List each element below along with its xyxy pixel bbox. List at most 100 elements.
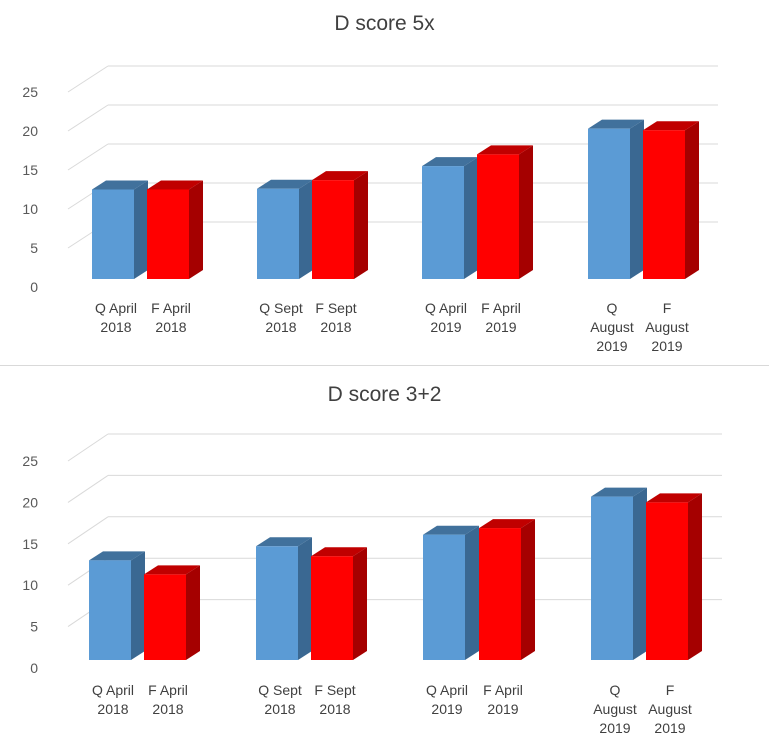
bar [92, 180, 148, 279]
x-tick-label: F April 2019 [483, 682, 523, 717]
bar-top [591, 487, 647, 497]
gridline-diagonal [67, 104, 109, 132]
bar-front [591, 496, 633, 660]
bar-top [257, 179, 313, 189]
y-tick-label: 0 [30, 279, 38, 295]
bar [311, 547, 367, 660]
bar [646, 493, 702, 660]
bar-top [312, 171, 368, 181]
chart-panel-5x: D score 5x 0 5 10 15 20 25 Q April 2018 F April 2… [0, 0, 769, 366]
x-tick-label: Q August 2019 [593, 682, 637, 736]
bar-top [588, 119, 644, 129]
gridline-diagonal [67, 516, 109, 545]
bar-front [89, 560, 131, 660]
bar-front [479, 528, 521, 660]
bar-side [131, 551, 145, 660]
bar-front [257, 188, 299, 279]
bar-top [147, 180, 203, 190]
chart-title: D score 5x [334, 12, 435, 35]
gridline-diagonal [67, 433, 109, 462]
x-tick-label: F Sept 2018 [315, 300, 356, 335]
bar-top [144, 565, 200, 575]
bar-side [354, 171, 368, 279]
x-tick-label: Q August 2019 [590, 300, 634, 354]
y-tick-label: 20 [22, 494, 38, 510]
y-tick-label: 25 [22, 84, 38, 100]
bar [588, 119, 644, 279]
bar-front [477, 154, 519, 279]
gridline-diagonal [67, 474, 109, 503]
bar-top [479, 519, 535, 529]
bar [312, 171, 368, 279]
chart-title: D score 3+2 [327, 383, 442, 406]
y-tick-label: 15 [22, 162, 38, 178]
bar-side [299, 179, 313, 279]
x-tick-label: F August 2019 [645, 300, 689, 354]
bar-top [311, 547, 367, 557]
bar-side [298, 537, 312, 660]
bar-top [256, 537, 312, 547]
bar-side [134, 180, 148, 279]
bar-side [353, 547, 367, 660]
bar [422, 157, 478, 279]
x-tick-label: Q April 2019 [425, 300, 467, 335]
chart-plot-5x: 0 5 10 15 20 25 Q April 2018 F April 2018 Q Sept 20… [22, 65, 718, 354]
y-tick-label: 5 [30, 619, 38, 635]
bar-front [643, 130, 685, 279]
bar-front [144, 574, 186, 660]
bar-front [588, 128, 630, 279]
x-tick-label: Q Sept 2018 [259, 300, 303, 335]
bar-front [92, 189, 134, 279]
bar-side [519, 145, 533, 279]
y-tick-label: 5 [30, 240, 38, 256]
chart-plot-3plus2: 0 5 10 15 20 25 Q April 2018 F April 2018 Q Sept 20… [22, 433, 722, 736]
bar [89, 551, 145, 660]
bar [477, 145, 533, 279]
y-tick-label: 10 [22, 577, 38, 593]
x-tick-label: Q Sept 2018 [258, 682, 302, 717]
y-tick-label: 20 [22, 123, 38, 139]
bar-front [147, 189, 189, 279]
bar-front [312, 180, 354, 279]
bar-front [646, 502, 688, 660]
x-tick-label: F April 2018 [148, 682, 188, 717]
bar-top [92, 180, 148, 190]
bar [144, 565, 200, 660]
bar-front [256, 546, 298, 660]
bar-side [630, 119, 644, 279]
y-tick-label: 0 [30, 660, 38, 676]
bar-side [464, 157, 478, 279]
bar-side [685, 121, 699, 279]
bar-side [189, 180, 203, 279]
bar-top [89, 551, 145, 561]
y-tick-label: 10 [22, 201, 38, 217]
y-tick-label: 25 [22, 453, 38, 469]
bar-front [311, 556, 353, 660]
bar-top [477, 145, 533, 155]
bar-side [465, 525, 479, 660]
x-tick-label: F August 2019 [648, 682, 692, 736]
y-tick-label: 15 [22, 536, 38, 552]
bar-side [633, 487, 647, 660]
bar-side [521, 519, 535, 660]
bar [643, 121, 699, 279]
x-tick-label: F Sept 2018 [314, 682, 355, 717]
bar [256, 537, 312, 660]
bar-top [422, 157, 478, 167]
bar-front [422, 166, 464, 279]
bar-side [186, 565, 200, 660]
chart-panel-3plus2: D score 3+2 0 5 10 15 20 25 Q April 2018 F April… [0, 366, 769, 747]
bar-top [646, 493, 702, 503]
divider [0, 365, 769, 366]
x-tick-label: Q April 2019 [426, 682, 468, 717]
gridline-diagonal [67, 65, 109, 93]
bar [591, 487, 647, 660]
bar-side [688, 493, 702, 660]
gridline-diagonal [67, 143, 109, 171]
bar-top [643, 121, 699, 131]
bar-front [423, 534, 465, 660]
bar [479, 519, 535, 660]
x-tick-label: F April 2019 [481, 300, 521, 335]
bar-top [423, 525, 479, 535]
bar [423, 525, 479, 660]
